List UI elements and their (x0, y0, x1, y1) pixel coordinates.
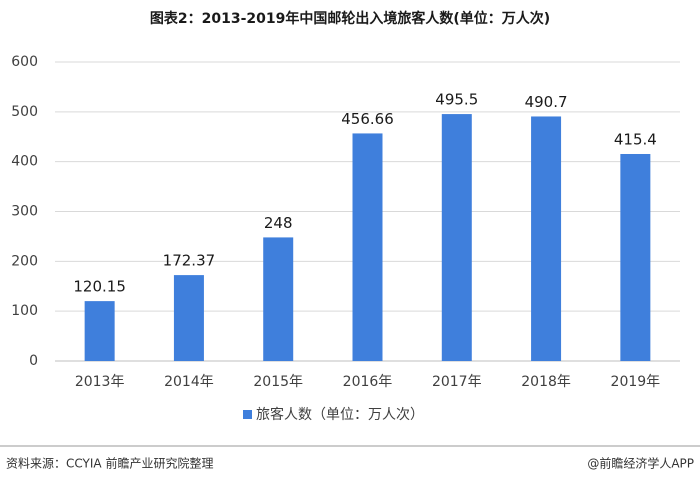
y-tick-label: 500 (11, 104, 38, 120)
bar (84, 301, 115, 361)
data-label: 456.66 (341, 110, 394, 128)
bar (620, 153, 651, 361)
x-tick-label: 2015年 (253, 374, 303, 390)
data-label: 415.4 (614, 130, 657, 148)
data-label: 490.7 (525, 93, 568, 111)
x-tick-label: 2019年 (611, 374, 661, 390)
credit: @前瞻经济学人APP (587, 456, 694, 471)
x-tick-label: 2014年 (164, 374, 214, 390)
bar (352, 133, 383, 361)
data-label: 172.37 (163, 252, 216, 270)
y-tick-label: 200 (11, 253, 38, 269)
y-tick-label: 600 (11, 54, 38, 70)
bar (173, 275, 204, 361)
y-tick-label: 100 (11, 303, 38, 319)
data-label: 495.5 (435, 91, 478, 109)
chart-title: 图表2：2013-2019年中国邮轮出入境旅客人数(单位：万人次) (150, 10, 550, 27)
x-tick-label: 2017年 (432, 374, 482, 390)
y-tick-label: 0 (29, 353, 38, 369)
source: 资料来源：CCYIA 前瞻产业研究院整理 (6, 456, 213, 471)
bar (531, 116, 562, 361)
bar (263, 237, 294, 361)
data-label: 120.15 (73, 278, 126, 296)
x-tick-label: 2016年 (343, 374, 393, 390)
legend-swatch (243, 410, 252, 419)
y-tick-label: 300 (11, 204, 38, 220)
data-label: 248 (264, 214, 293, 232)
bar (441, 114, 472, 361)
x-tick-label: 2013年 (75, 374, 125, 390)
y-tick-label: 400 (11, 154, 38, 170)
x-tick-label: 2018年 (521, 374, 571, 390)
legend-label: 旅客人数（单位：万人次） (256, 406, 424, 423)
